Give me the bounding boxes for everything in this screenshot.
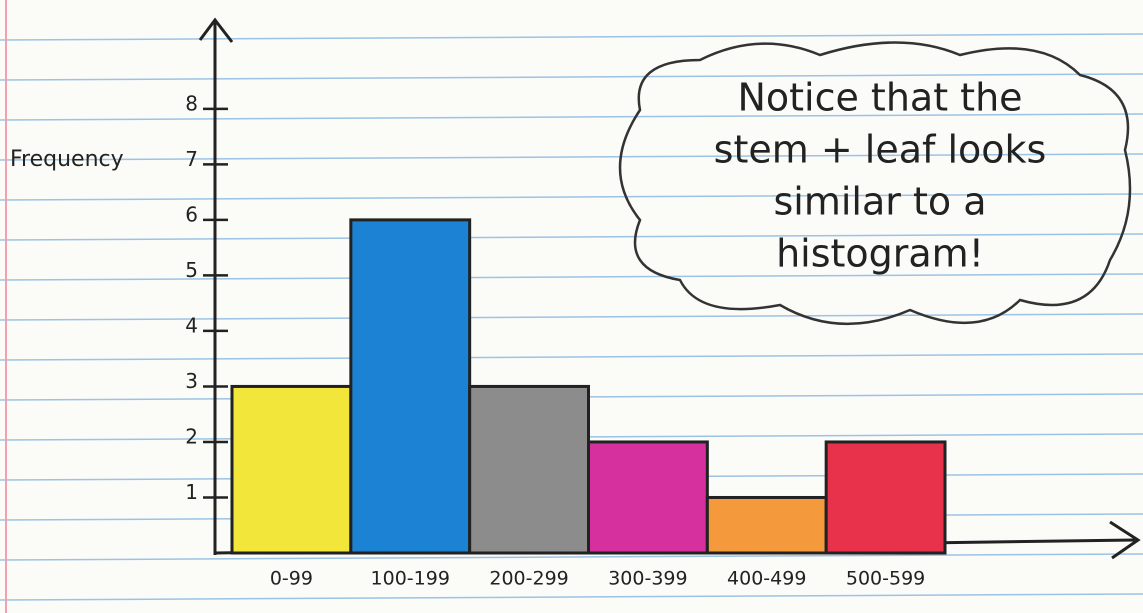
bar: [587, 440, 709, 555]
annotation-line: stem + leaf looks: [714, 128, 1047, 172]
y-tick-label: 1: [185, 480, 198, 504]
annotation-line: histogram!: [776, 232, 984, 276]
annotation-line: Notice that the: [737, 76, 1022, 120]
x-tick-label: 0-99: [270, 568, 313, 590]
y-tick-label: 2: [185, 424, 198, 448]
x-tick-label: 300-399: [608, 568, 687, 590]
bar: [824, 440, 947, 555]
x-tick-label: 400-499: [727, 568, 806, 590]
y-tick-label: 4: [185, 313, 198, 337]
bar: [468, 384, 590, 555]
bar: [230, 384, 353, 555]
x-tick-label: 500-599: [846, 568, 925, 590]
bar: [349, 218, 472, 555]
y-tick-label: 8: [185, 91, 198, 115]
x-tick-label: 100-199: [371, 568, 450, 590]
y-tick-label: 6: [185, 202, 198, 226]
bar: [705, 495, 828, 555]
y-axis-label: Frequency: [10, 147, 124, 172]
y-tick-label: 3: [185, 369, 198, 393]
annotation-line: similar to a: [774, 180, 987, 224]
x-tick-label: 200-299: [489, 568, 568, 590]
y-tick-label: 7: [185, 147, 198, 171]
thought-cloud: [618, 41, 1132, 325]
y-tick-label: 5: [185, 258, 198, 282]
